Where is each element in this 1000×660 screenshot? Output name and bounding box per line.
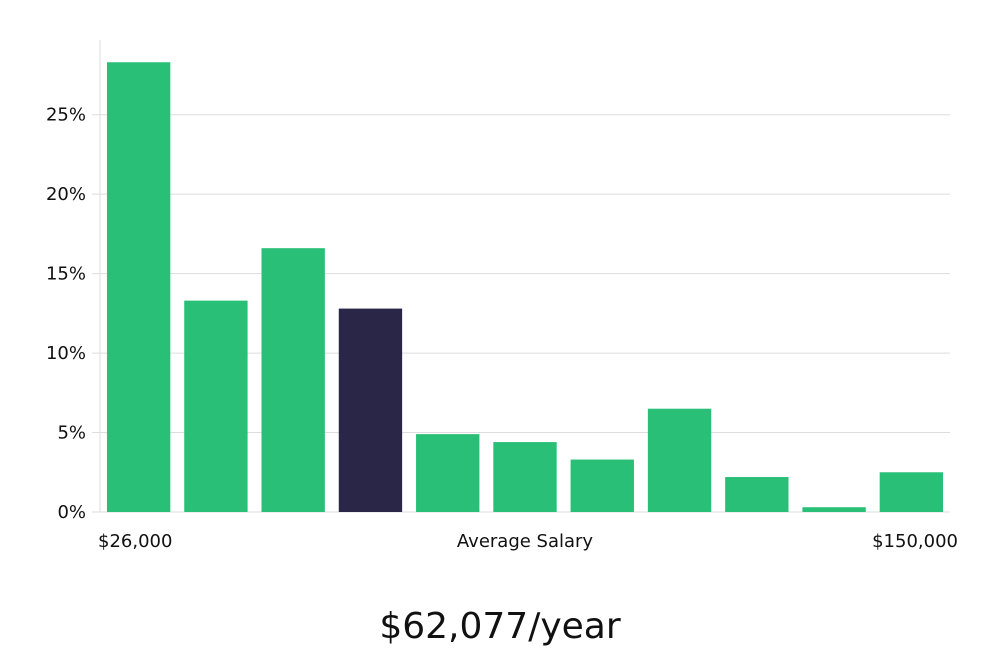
y-tick-label: 25% xyxy=(46,105,86,126)
bar xyxy=(647,408,712,512)
y-tick-label: 0% xyxy=(57,502,86,523)
bar xyxy=(261,248,325,513)
average-salary-value: $62,077/year xyxy=(379,606,621,647)
bar xyxy=(493,442,557,512)
bar xyxy=(106,62,171,513)
bar xyxy=(725,477,789,512)
bar xyxy=(416,434,480,512)
salary-histogram: 0%5%10%15%20%25% $26,000 Average Salary … xyxy=(46,40,958,552)
y-tick-label: 20% xyxy=(46,184,86,205)
bar xyxy=(802,507,866,512)
bar xyxy=(879,472,944,512)
bar xyxy=(184,300,248,512)
y-tick-label: 15% xyxy=(46,264,86,285)
x-axis-label: Average Salary xyxy=(457,531,594,552)
bar xyxy=(570,459,634,512)
x-max-label: $150,000 xyxy=(872,531,958,552)
x-min-label: $26,000 xyxy=(98,531,172,552)
y-tick-label: 5% xyxy=(57,423,86,444)
y-axis: 0% 5% 10% 15% 20% 25% xyxy=(46,40,101,523)
y-tick-label: 10% xyxy=(46,343,86,364)
bars xyxy=(106,62,944,513)
bar-highlighted xyxy=(338,308,403,512)
